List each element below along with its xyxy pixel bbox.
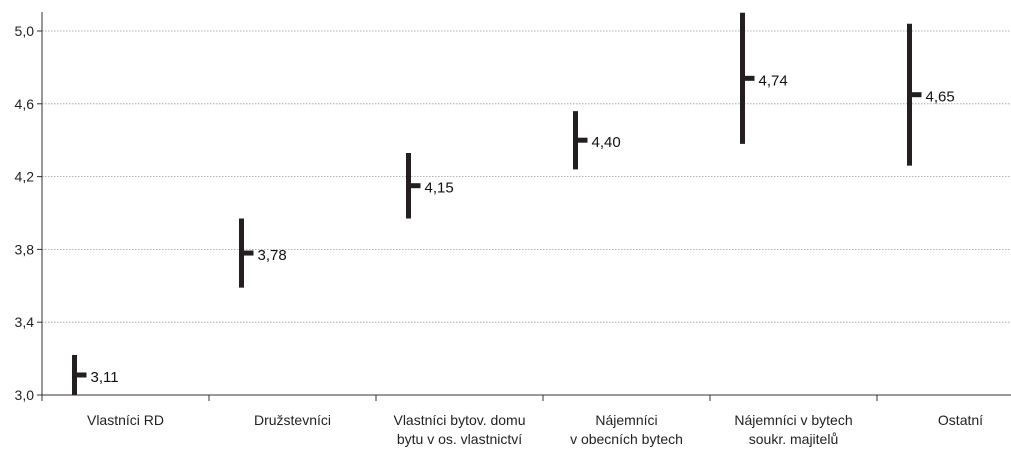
y-tick-label: 4,2 — [15, 169, 35, 185]
data-label: 4,40 — [592, 134, 621, 151]
axes — [41, 12, 1011, 396]
data-labels: 3,11 3,78 4,15 4,40 4,74 4,65 — [91, 72, 955, 386]
category-label: Družstevníci — [254, 412, 331, 428]
category-label: Nájemníci v obecních bytech — [570, 412, 683, 447]
y-tick-label: 4,6 — [15, 96, 35, 112]
category-label: Vlastníci RD — [87, 412, 164, 428]
y-tick-label: 3,0 — [15, 387, 35, 403]
y-tick-labels: 3,0 3,4 3,8 4,2 4,6 5,0 — [15, 23, 42, 403]
x-tick-marks — [41, 395, 878, 401]
data-marks — [72, 12, 922, 395]
y-tick-label: 3,4 — [15, 314, 35, 330]
grid-lines — [42, 30, 1011, 323]
category-labels: Vlastníci RD Družstevníci Vlastníci bytov.… — [87, 412, 983, 447]
y-tick-label: 3,8 — [15, 241, 35, 257]
y-tick-label: 5,0 — [15, 23, 35, 39]
category-label: Ostatní — [938, 412, 983, 428]
data-label: 4,74 — [759, 72, 788, 89]
data-label: 4,65 — [926, 89, 955, 106]
data-label: 4,15 — [425, 180, 454, 197]
data-label: 3,11 — [91, 369, 119, 386]
data-label: 3,78 — [258, 247, 287, 264]
category-label: Vlastníci bytov. domu bytu v os. vlastnic… — [393, 412, 525, 447]
category-label: Nájemníci v bytech soukr. majitelů — [734, 412, 852, 447]
